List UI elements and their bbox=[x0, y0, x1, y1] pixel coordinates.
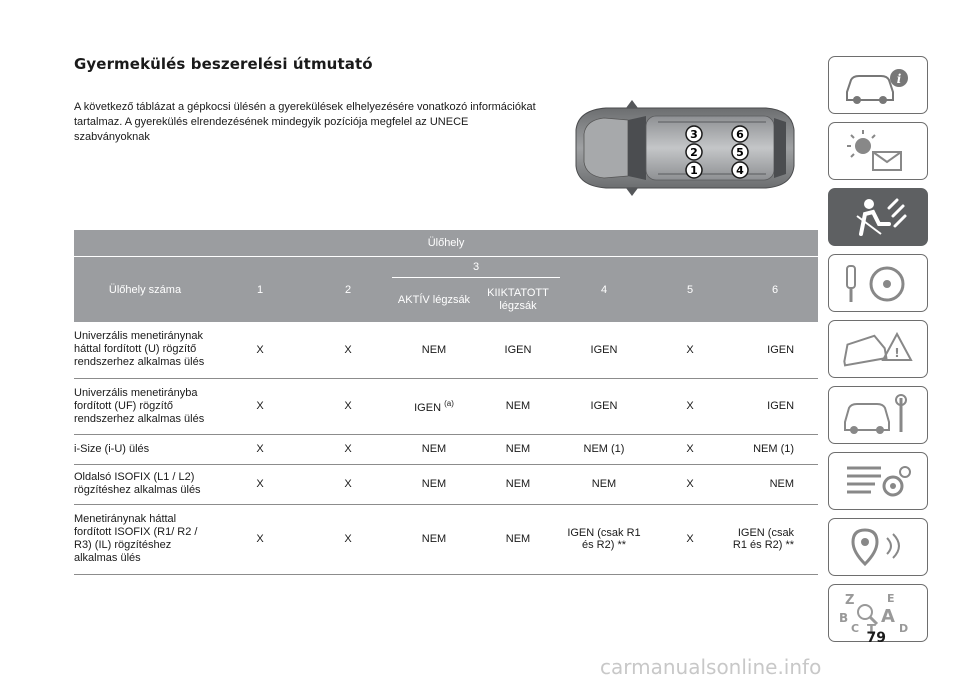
page-title: Gyermekülés beszerelési útmutató bbox=[74, 55, 373, 73]
row-label: Oldalsó ISOFIX (L1 / L2) rögzítéshez alk… bbox=[74, 464, 216, 505]
col-header-1: 1 bbox=[256, 283, 264, 296]
table-cell: X bbox=[216, 434, 304, 465]
col-header-2: 2 bbox=[344, 283, 352, 296]
row-label: Menetiránynak háttal fordított ISOFIX (R… bbox=[74, 504, 216, 575]
seat-4-label: 4 bbox=[736, 164, 744, 177]
tab-warning-lights[interactable] bbox=[828, 122, 928, 180]
seat-2-label: 2 bbox=[690, 146, 698, 159]
multimedia-icon bbox=[851, 528, 900, 567]
table-cell: IGEN (csak R1 és R2) ** bbox=[732, 504, 819, 575]
row-label: i-Size (i-U) ülés bbox=[74, 434, 216, 465]
page-number: 79 bbox=[866, 630, 886, 646]
table-cell: NEM bbox=[560, 464, 648, 505]
seat-1-label: 1 bbox=[690, 164, 698, 177]
tab-multimedia[interactable] bbox=[828, 518, 928, 576]
table-cell: X bbox=[304, 434, 392, 465]
col-header-6: 6 bbox=[771, 283, 779, 296]
tab-technical-specifications[interactable] bbox=[828, 452, 928, 510]
table-cell: IGEN bbox=[732, 322, 819, 379]
table-row: Univerzális menetirányba fordított (UF) … bbox=[74, 378, 819, 435]
table-row: Menetiránynak háttal fordított ISOFIX (R… bbox=[74, 504, 819, 575]
table-cell: NEM bbox=[476, 464, 560, 505]
table-cell: NEM (1) bbox=[560, 434, 648, 465]
watermark-text: carmanualsonline.info bbox=[600, 655, 822, 679]
seat-airbag-icon bbox=[856, 198, 907, 236]
alphabetical-index-icon: Z E B A C T D bbox=[839, 592, 908, 636]
table-cell: NEM bbox=[392, 464, 476, 505]
table-cell: NEM bbox=[476, 378, 560, 435]
seat-group-header: Ülőhely bbox=[74, 230, 819, 257]
table-cell: X bbox=[216, 504, 304, 575]
svg-text:!: ! bbox=[894, 346, 899, 360]
tab-safety[interactable] bbox=[828, 188, 928, 246]
index-letter-d: D bbox=[899, 622, 908, 635]
tab-getting-to-know-car[interactable]: i bbox=[828, 56, 928, 114]
subheader-active-airbag: AKTÍV légzsák bbox=[392, 277, 476, 322]
table-cell: X bbox=[648, 464, 732, 505]
table-row: Oldalsó ISOFIX (L1 / L2) rögzítéshez alk… bbox=[74, 464, 819, 505]
table-cell: IGEN (csak R1 és R2) ** bbox=[560, 504, 648, 575]
table-cell: NEM bbox=[732, 464, 819, 505]
table-cell: NEM bbox=[392, 504, 476, 575]
table-cell: IGEN bbox=[476, 322, 560, 379]
tab-starting-driving[interactable] bbox=[828, 254, 928, 312]
table-cell: X bbox=[216, 322, 304, 379]
table-cell: NEM bbox=[392, 322, 476, 379]
svg-text:i: i bbox=[897, 72, 902, 86]
table-cell: NEM (1) bbox=[732, 434, 819, 465]
seat-6-label: 6 bbox=[736, 128, 744, 141]
car-maintenance-icon bbox=[844, 394, 907, 434]
index-letter-c: C bbox=[851, 622, 859, 635]
car-seat-position-diagram: 3 2 1 6 5 4 bbox=[575, 100, 795, 196]
index-letter-e: E bbox=[887, 592, 895, 605]
table-cell: X bbox=[648, 434, 732, 465]
table-cell: IGEN (a) bbox=[392, 378, 476, 435]
table-cell: IGEN bbox=[560, 322, 648, 379]
specifications-icon bbox=[847, 466, 911, 497]
table-cell: X bbox=[304, 464, 392, 505]
table-cell: NEM bbox=[476, 434, 560, 465]
table-cell: X bbox=[648, 378, 732, 435]
emergency-car-icon: ! bbox=[843, 331, 913, 367]
index-letter-a: A bbox=[881, 606, 895, 627]
tab-emergency[interactable]: ! bbox=[828, 320, 928, 378]
car-info-icon: i bbox=[846, 69, 908, 104]
index-letter-z: Z bbox=[845, 593, 854, 608]
col-header-3: 3 bbox=[472, 261, 480, 273]
cell-value: IGEN bbox=[414, 401, 442, 414]
key-steering-icon bbox=[846, 265, 905, 302]
child-seat-table: Ülőhely Ülőhely száma 1 2 3 4 5 6 AKTÍV … bbox=[74, 230, 819, 575]
table-cell: X bbox=[648, 504, 732, 575]
table-cell: NEM bbox=[392, 434, 476, 465]
table-cell: IGEN bbox=[560, 378, 648, 435]
tab-servicing-care[interactable] bbox=[828, 386, 928, 444]
tab-index[interactable]: Z E B A C T D bbox=[828, 584, 928, 642]
seat-number-header: Ülőhely száma bbox=[108, 283, 182, 296]
warning-light-mail-icon bbox=[847, 130, 902, 171]
intro-paragraph: A következő táblázat a gépkocsi ülésén a… bbox=[74, 101, 536, 143]
col-header-4: 4 bbox=[600, 283, 608, 296]
col-header-5: 5 bbox=[686, 283, 694, 296]
table-cell: IGEN bbox=[732, 378, 819, 435]
table-row: i-Size (i-U) ülés X X NEM NEM NEM (1) X … bbox=[74, 434, 819, 465]
table-cell: X bbox=[304, 504, 392, 575]
table-cell: X bbox=[304, 322, 392, 379]
table-cell: NEM bbox=[476, 504, 560, 575]
table-cell: X bbox=[216, 464, 304, 505]
seat-5-label: 5 bbox=[736, 146, 744, 159]
footnote-mark: (a) bbox=[444, 398, 454, 408]
seat-3-label: 3 bbox=[690, 128, 698, 141]
index-letter-b: B bbox=[839, 611, 848, 625]
index-letter-t: T bbox=[867, 623, 876, 636]
table-row: Univerzális menetiránynak háttal fordíto… bbox=[74, 322, 819, 379]
row-label: Univerzális menetirányba fordított (UF) … bbox=[74, 378, 216, 435]
row-label: Univerzális menetiránynak háttal fordíto… bbox=[74, 322, 216, 379]
table-cell: X bbox=[216, 378, 304, 435]
table-cell: X bbox=[648, 322, 732, 379]
table-cell: X bbox=[304, 378, 392, 435]
subheader-deactivated-airbag: KIIKTATOTT légzsák bbox=[476, 277, 560, 322]
